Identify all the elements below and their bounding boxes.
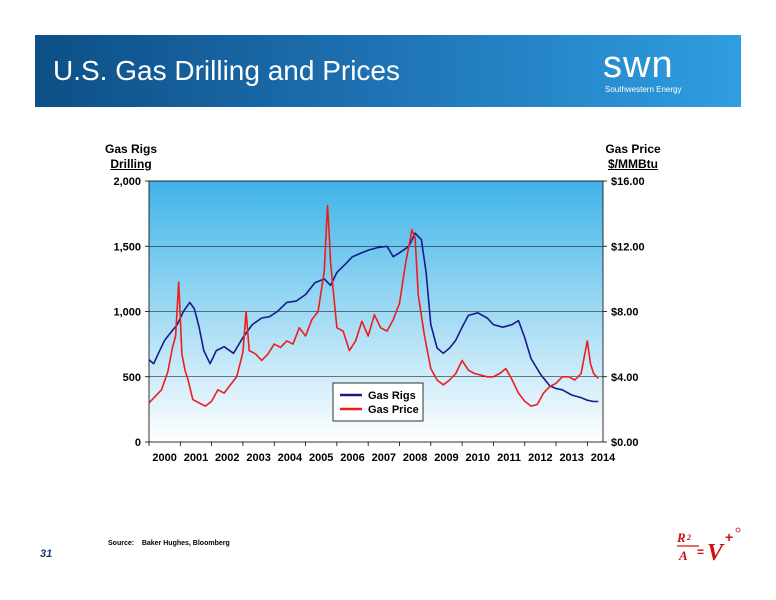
svg-text:+: + bbox=[725, 529, 733, 545]
legend: Gas Rigs Gas Price bbox=[332, 382, 424, 422]
y-tick-label: 500 bbox=[123, 372, 141, 384]
page-number: 31 bbox=[40, 548, 53, 560]
x-tick-label: 2013 bbox=[559, 452, 583, 464]
right-axis-header-line2: $/MMBtu bbox=[608, 157, 658, 171]
svg-text:R: R bbox=[676, 530, 686, 545]
series-line-gas-price bbox=[149, 204, 599, 407]
company-logo: swn Southwestern Energy bbox=[603, 45, 723, 101]
page-title: U.S. Gas Drilling and Prices bbox=[53, 55, 401, 86]
logo-word: swn bbox=[603, 44, 674, 86]
series-line-gas-rigs bbox=[149, 232, 599, 403]
logo-subtitle: Southwestern Energy bbox=[605, 85, 682, 94]
y-tick-label: 1,000 bbox=[113, 307, 141, 319]
x-tick-label: 2007 bbox=[372, 452, 396, 464]
source-label: Source: bbox=[108, 540, 135, 547]
y-tick-label: 2,000 bbox=[113, 176, 141, 188]
x-tick-label: 2002 bbox=[215, 452, 239, 464]
x-tick-label: 2012 bbox=[528, 452, 552, 464]
legend-box bbox=[332, 382, 424, 422]
x-tick-label: 2001 bbox=[184, 452, 208, 464]
source-note: Source: Baker Hughes, Bloomberg bbox=[108, 540, 230, 547]
left-axis-header-line2: Drilling bbox=[110, 157, 152, 171]
x-tick-label: 2010 bbox=[466, 452, 490, 464]
x-tick-label: 2003 bbox=[246, 452, 270, 464]
x-tick-label: 2011 bbox=[497, 452, 521, 464]
svg-text:V: V bbox=[707, 540, 725, 566]
y2-tick-label: $8.00 bbox=[611, 307, 639, 319]
series-lines bbox=[149, 204, 599, 407]
y2-tick-label: $0.00 bbox=[611, 437, 639, 449]
left-axis-header-line1: Gas Rigs bbox=[104, 142, 158, 156]
x-tick-label: 2005 bbox=[309, 452, 333, 464]
rav-logo: R 2 A = V + bbox=[676, 527, 741, 566]
svg-text:=: = bbox=[697, 545, 704, 559]
axis-ticks: 0 $0.00 500 $4.00 1,000 $8.00 1,500 $12.00 2,000… bbox=[113, 176, 644, 464]
x-tick-label: 2014 bbox=[591, 452, 616, 464]
y2-tick-label: $4.00 bbox=[611, 372, 639, 384]
source-text: Baker Hughes, Bloomberg bbox=[141, 540, 230, 547]
legend-label-rigs: Gas Rigs bbox=[368, 390, 416, 402]
x-tick-label: 2008 bbox=[403, 452, 427, 464]
legend-label-price: Gas Price bbox=[368, 404, 419, 416]
y-tick-label: 0 bbox=[135, 437, 141, 449]
y-tick-label: 1,500 bbox=[113, 241, 141, 253]
x-tick-label: 2004 bbox=[278, 452, 303, 464]
svg-text:A: A bbox=[678, 548, 688, 563]
gridlines bbox=[149, 245, 603, 378]
x-tick-label: 2000 bbox=[152, 452, 176, 464]
header-banner: U.S. Gas Drilling and Prices swn Southwe… bbox=[35, 35, 741, 107]
y2-tick-label: $12.00 bbox=[611, 241, 645, 253]
x-tick-label: 2009 bbox=[434, 452, 458, 464]
x-tick-label: 2006 bbox=[340, 452, 364, 464]
left-axis-header: Gas Rigs Drilling bbox=[96, 142, 166, 172]
right-axis-header: Gas Price $/MMBtu bbox=[598, 142, 668, 172]
right-axis-header-line1: Gas Price bbox=[605, 142, 661, 156]
y2-tick-label: $16.00 bbox=[611, 176, 645, 188]
svg-text:2: 2 bbox=[686, 533, 691, 542]
